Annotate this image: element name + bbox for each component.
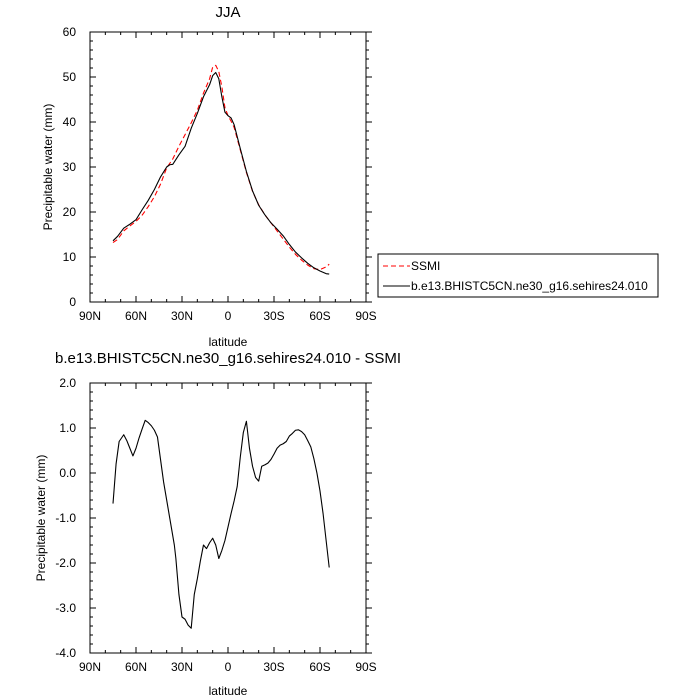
bottom-chart-ylabel: Precipitable water (mm) xyxy=(34,455,48,582)
top-chart-ytick-label: 10 xyxy=(63,250,77,264)
top-chart-xtick-label: 90S xyxy=(355,309,376,323)
bottom-chart-xtick-label: 90S xyxy=(355,660,376,674)
top-chart-ytick-label: 20 xyxy=(63,205,77,219)
legend-label-ssmi: SSMI xyxy=(411,259,440,273)
bottom-chart-ytick-label: -3.0 xyxy=(55,601,76,615)
top-chart-ytick-label: 30 xyxy=(63,160,77,174)
bottom-chart-xtick-label: 30S xyxy=(263,660,284,674)
bottom-chart-ytick-label: 2.0 xyxy=(59,376,76,390)
legend-label-model: b.e13.BHISTC5CN.ne30_g16.sehires24.010 xyxy=(411,279,648,293)
bottom-chart-ytick-label: -2.0 xyxy=(55,556,76,570)
top-chart-ylabel: Precipitable water (mm) xyxy=(41,104,55,231)
top-chart-ytick-label: 50 xyxy=(63,70,77,84)
bottom-chart-title: b.e13.BHISTC5CN.ne30_g16.sehires24.010 -… xyxy=(55,350,401,367)
bottom-chart-ytick-label: -1.0 xyxy=(55,511,76,525)
bottom-chart-xtick-label: 60N xyxy=(125,660,147,674)
top-chart-xtick-label: 60S xyxy=(309,309,330,323)
top-chart-xtick-label: 30S xyxy=(263,309,284,323)
bottom-chart-ytick-label: -4.0 xyxy=(55,646,76,660)
top-chart-series-line-0 xyxy=(112,64,330,271)
top-chart-legend: SSMI b.e13.BHISTC5CN.ne30_g16.sehires24.… xyxy=(377,253,659,298)
top-chart-xtick-label: 30N xyxy=(171,309,193,323)
top-chart-frame xyxy=(89,31,367,303)
bottom-chart-frame xyxy=(89,382,367,654)
bottom-chart-xlabel: latitude xyxy=(209,684,248,698)
bottom-chart-ytick-label: 0.0 xyxy=(59,466,76,480)
top-chart-ytick-label: 60 xyxy=(63,25,77,39)
bottom-chart-xtick-label: 30N xyxy=(171,660,193,674)
bottom-chart-ytick-label: 1.0 xyxy=(59,421,76,435)
top-chart-ytick-label: 0 xyxy=(69,295,76,309)
bottom-chart-xtick-label: 90N xyxy=(79,660,101,674)
top-chart-xtick-label: 60N xyxy=(125,309,147,323)
legend-box xyxy=(377,253,659,298)
bottom-chart: b.e13.BHISTC5CN.ne30_g16.sehires24.010 -… xyxy=(34,350,401,698)
bottom-chart-xtick-label: 60S xyxy=(309,660,330,674)
top-chart-title: JJA xyxy=(215,4,240,21)
top-chart-xtick-label: 90N xyxy=(79,309,101,323)
top-chart-xlabel: latitude xyxy=(209,335,248,349)
bottom-chart-xtick-label: 0 xyxy=(225,660,232,674)
top-chart-ytick-label: 40 xyxy=(63,115,77,129)
top-chart-xtick-label: 0 xyxy=(225,309,232,323)
top-chart-series-line-1 xyxy=(112,71,330,275)
top-chart: JJA 90N 60N 30N 0 30S 60S 90S 0 10 20 30 40 50 60 Pre… xyxy=(41,4,659,349)
bottom-chart-series-line-0 xyxy=(112,419,330,629)
